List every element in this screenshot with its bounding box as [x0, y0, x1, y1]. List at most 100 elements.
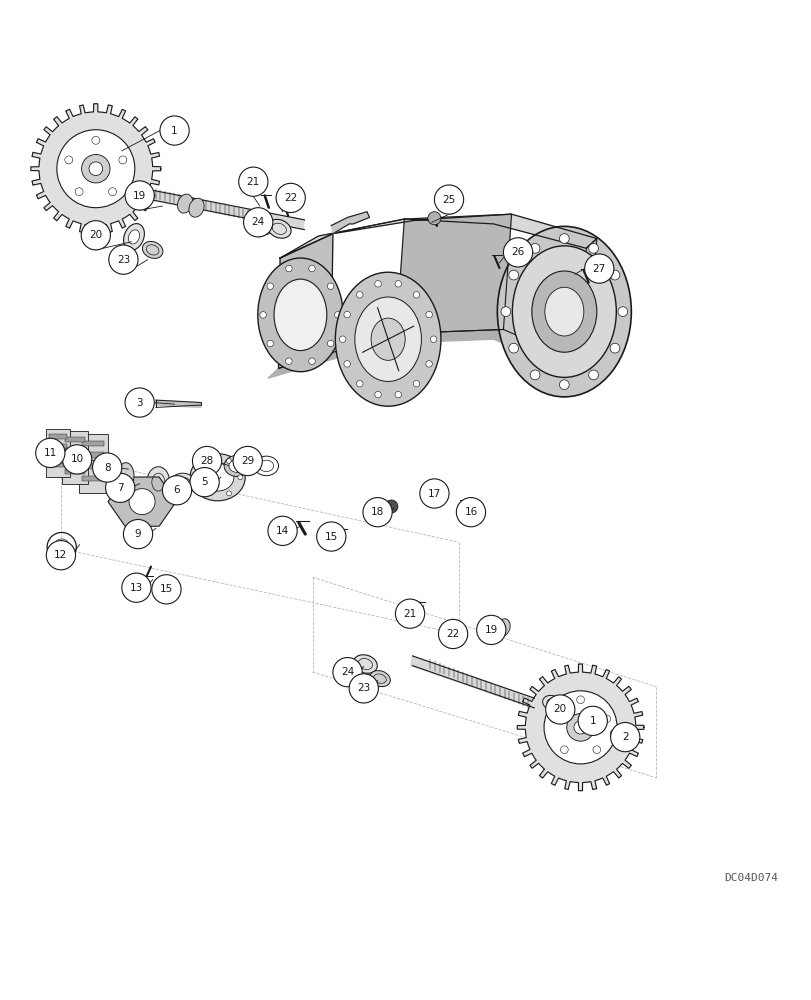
Ellipse shape [335, 272, 440, 406]
Text: 24: 24 [341, 667, 354, 677]
Circle shape [543, 691, 616, 764]
Circle shape [573, 721, 586, 734]
Text: 6: 6 [174, 485, 180, 495]
Polygon shape [268, 329, 577, 378]
Polygon shape [155, 400, 201, 407]
Circle shape [162, 476, 191, 505]
Circle shape [476, 615, 505, 645]
Circle shape [81, 221, 110, 250]
Circle shape [105, 473, 135, 502]
Ellipse shape [224, 455, 250, 476]
FancyBboxPatch shape [65, 469, 84, 474]
FancyBboxPatch shape [46, 429, 71, 477]
Circle shape [456, 498, 485, 527]
Text: 10: 10 [71, 454, 84, 464]
Text: 20: 20 [553, 704, 566, 714]
Ellipse shape [354, 297, 421, 381]
Text: 21: 21 [247, 177, 260, 187]
Text: 8: 8 [104, 463, 110, 473]
Ellipse shape [496, 226, 631, 397]
Text: 9: 9 [135, 529, 141, 539]
Text: 28: 28 [200, 456, 213, 466]
Circle shape [129, 489, 155, 515]
Text: 15: 15 [324, 532, 337, 542]
Polygon shape [280, 214, 596, 258]
Circle shape [577, 706, 607, 735]
Text: 22: 22 [284, 193, 297, 203]
Ellipse shape [128, 230, 139, 244]
Circle shape [192, 446, 221, 476]
Circle shape [530, 243, 539, 253]
FancyBboxPatch shape [83, 452, 104, 458]
Text: 23: 23 [357, 683, 370, 693]
Circle shape [588, 370, 598, 380]
Polygon shape [410, 656, 534, 708]
Circle shape [550, 715, 557, 723]
Ellipse shape [496, 619, 509, 636]
Ellipse shape [169, 473, 195, 494]
Circle shape [603, 715, 610, 723]
FancyBboxPatch shape [79, 434, 108, 493]
Circle shape [500, 307, 510, 316]
Ellipse shape [369, 671, 390, 687]
Circle shape [118, 156, 127, 164]
Circle shape [530, 370, 539, 380]
Circle shape [356, 292, 363, 298]
Text: 22: 22 [446, 629, 459, 639]
Ellipse shape [273, 279, 326, 351]
Circle shape [308, 265, 315, 272]
Ellipse shape [604, 726, 625, 742]
Circle shape [438, 619, 467, 649]
Circle shape [363, 498, 392, 527]
Ellipse shape [547, 699, 556, 707]
Circle shape [46, 541, 75, 570]
Ellipse shape [371, 318, 405, 360]
Circle shape [592, 746, 600, 754]
Circle shape [122, 573, 151, 602]
Text: 18: 18 [371, 507, 384, 517]
Polygon shape [517, 664, 643, 791]
Circle shape [109, 188, 116, 196]
FancyBboxPatch shape [65, 437, 84, 442]
Circle shape [427, 212, 440, 225]
Circle shape [192, 475, 197, 480]
Circle shape [375, 281, 381, 287]
Circle shape [356, 380, 363, 387]
FancyBboxPatch shape [49, 453, 67, 458]
Circle shape [327, 340, 333, 347]
Polygon shape [31, 104, 161, 234]
Ellipse shape [440, 625, 462, 642]
Circle shape [75, 188, 83, 196]
Circle shape [610, 722, 639, 752]
Ellipse shape [123, 224, 144, 250]
Circle shape [508, 343, 518, 353]
Circle shape [413, 380, 419, 387]
Ellipse shape [487, 623, 500, 640]
Ellipse shape [267, 219, 291, 238]
Circle shape [560, 746, 568, 754]
Text: 25: 25 [442, 195, 455, 205]
Ellipse shape [542, 695, 561, 711]
Circle shape [349, 674, 378, 703]
Circle shape [285, 265, 292, 272]
Ellipse shape [189, 198, 204, 217]
Text: 16: 16 [464, 507, 477, 517]
Ellipse shape [229, 459, 245, 472]
Ellipse shape [512, 246, 616, 377]
Polygon shape [148, 190, 304, 230]
Circle shape [316, 522, 345, 551]
Circle shape [92, 136, 100, 144]
Circle shape [609, 270, 619, 280]
FancyBboxPatch shape [62, 431, 88, 484]
Circle shape [125, 388, 154, 417]
Circle shape [276, 183, 305, 213]
Circle shape [267, 283, 273, 289]
FancyBboxPatch shape [49, 463, 67, 467]
Polygon shape [396, 214, 511, 334]
Circle shape [109, 245, 138, 274]
Circle shape [65, 156, 73, 164]
Text: 15: 15 [160, 584, 173, 594]
Text: 19: 19 [133, 191, 146, 201]
Circle shape [238, 167, 268, 196]
Circle shape [339, 336, 345, 342]
